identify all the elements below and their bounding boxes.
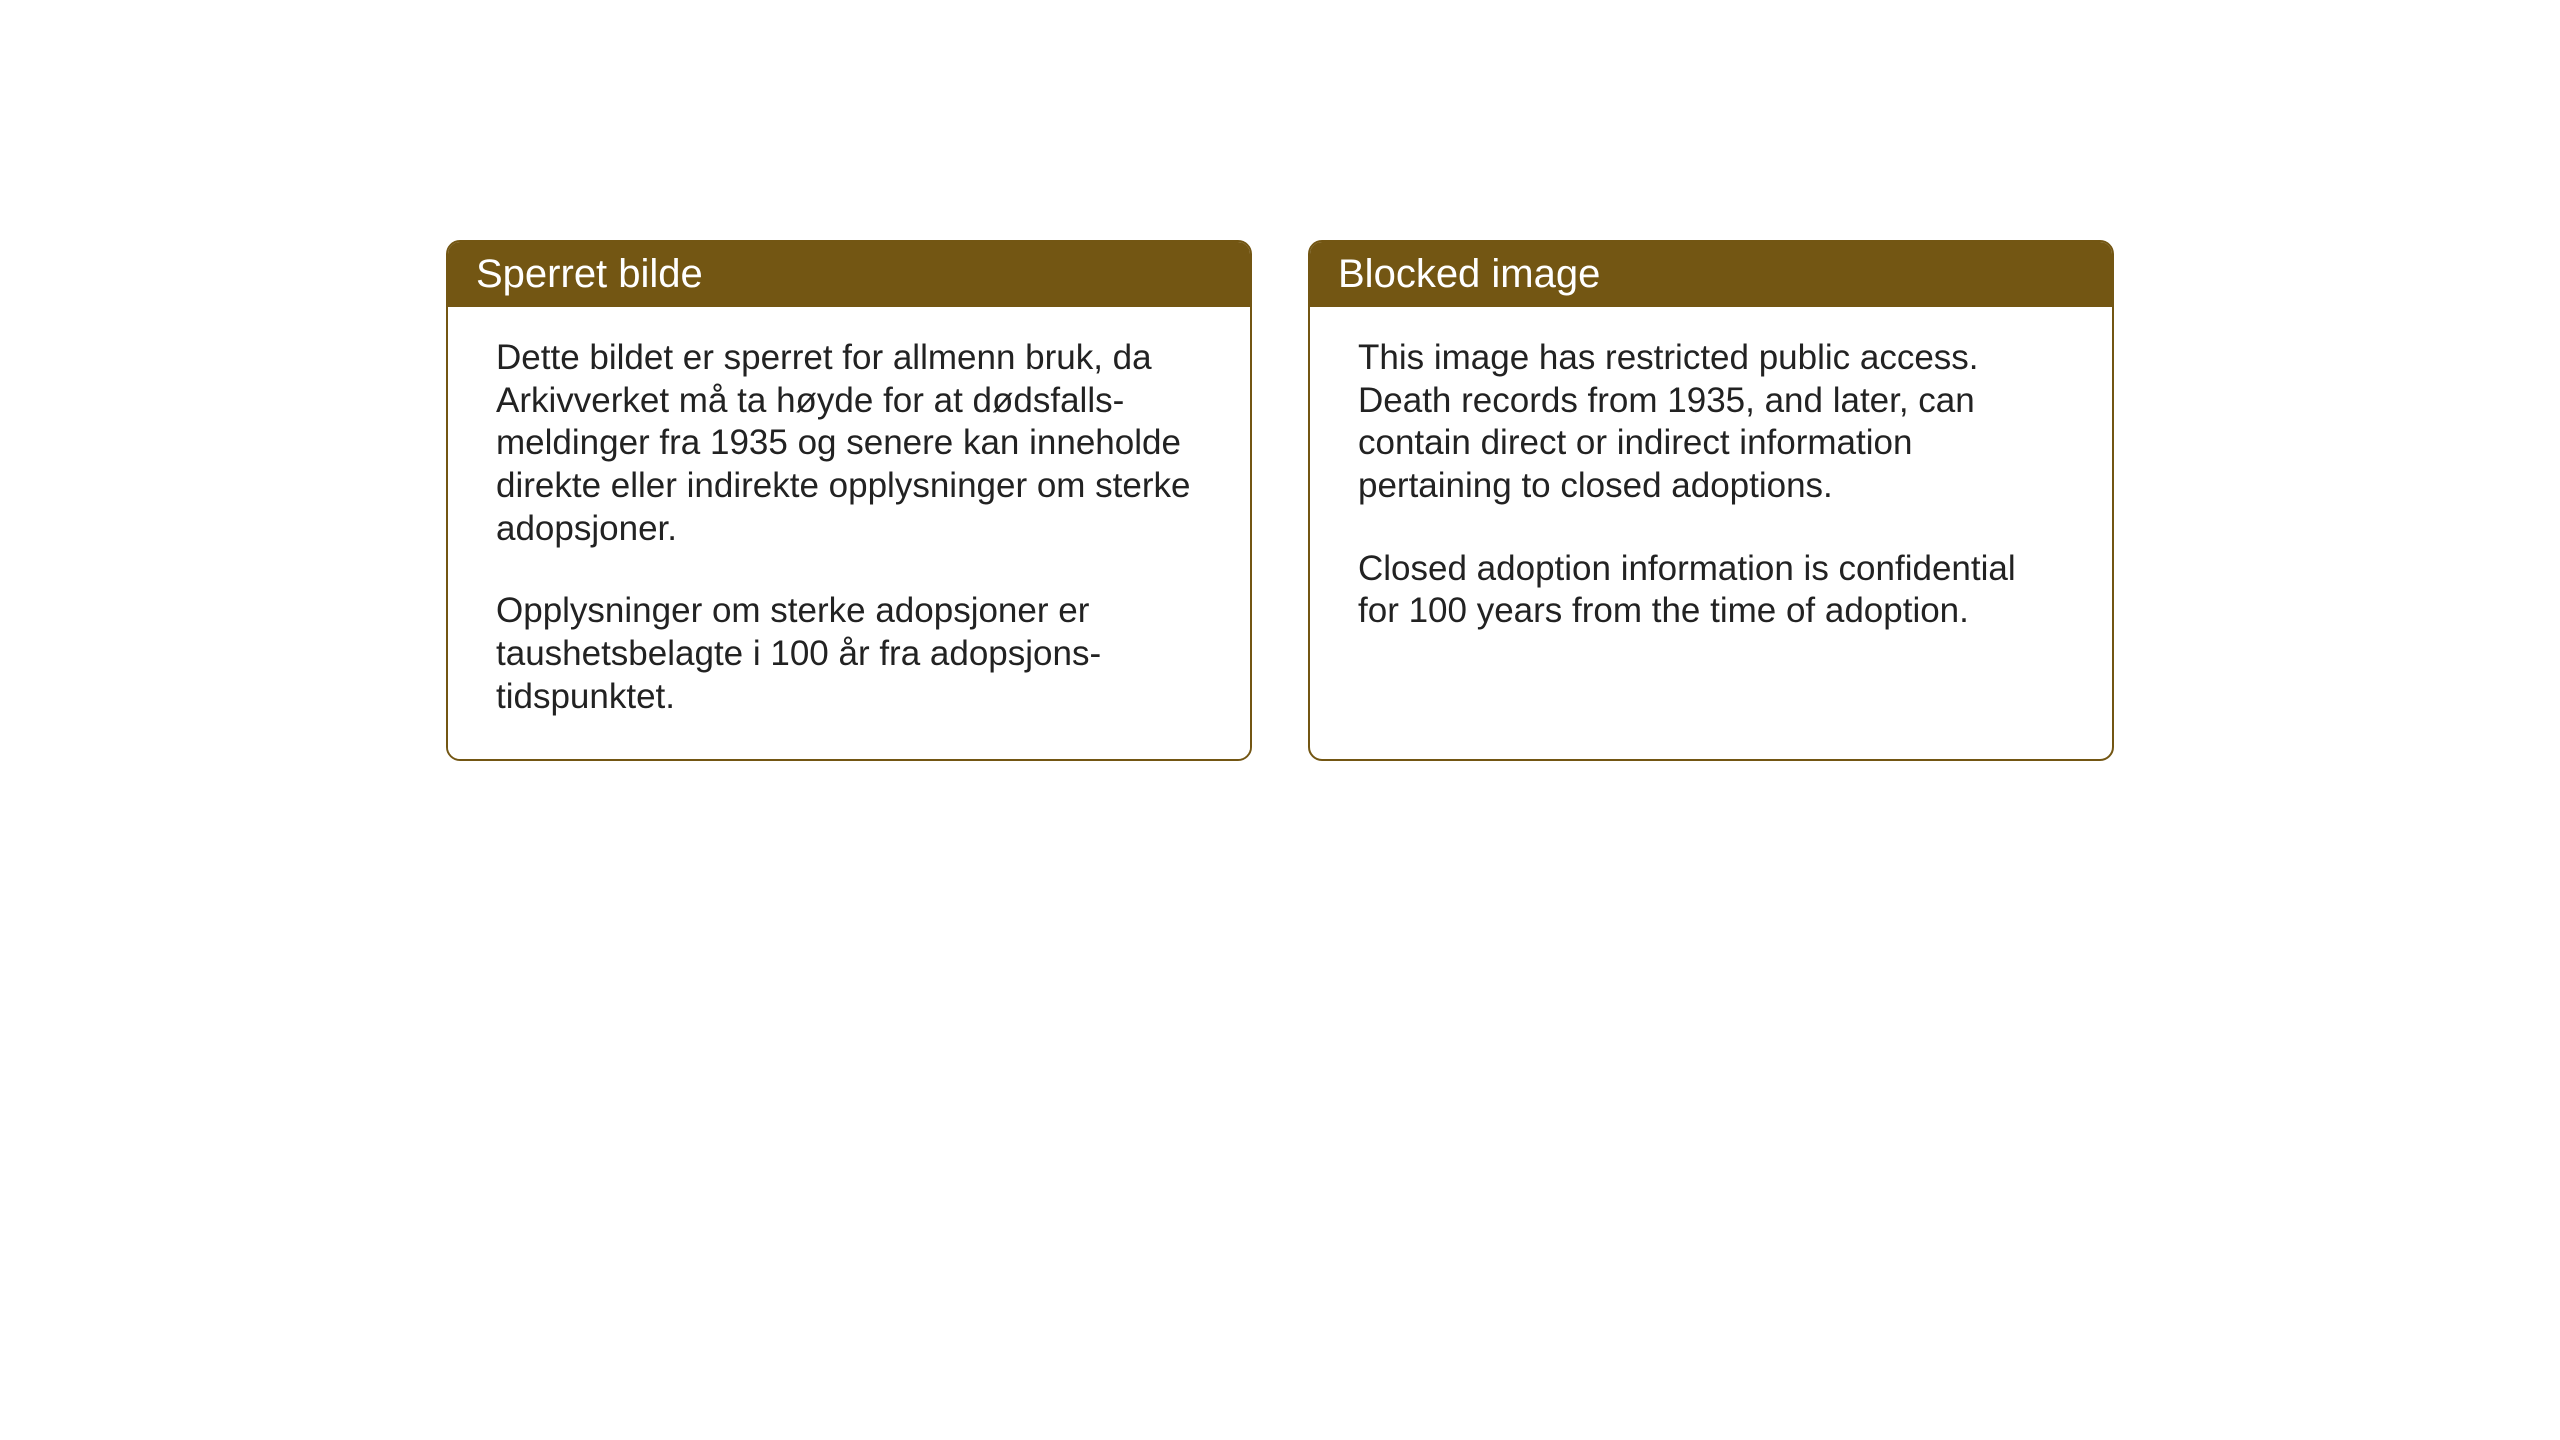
card-norwegian-paragraph2: Opplysninger om sterke adopsjoner er tau… xyxy=(496,590,1202,718)
card-norwegian-header: Sperret bilde xyxy=(448,242,1250,307)
card-norwegian: Sperret bilde Dette bildet er sperret fo… xyxy=(446,240,1252,761)
card-english: Blocked image This image has restricted … xyxy=(1308,240,2114,761)
card-norwegian-body: Dette bildet er sperret for allmenn bruk… xyxy=(448,307,1250,759)
card-english-paragraph2: Closed adoption information is confident… xyxy=(1358,548,2064,633)
card-english-body: This image has restricted public access.… xyxy=(1310,307,2112,747)
cards-container: Sperret bilde Dette bildet er sperret fo… xyxy=(446,240,2114,761)
card-norwegian-paragraph1: Dette bildet er sperret for allmenn bruk… xyxy=(496,337,1202,550)
card-english-header: Blocked image xyxy=(1310,242,2112,307)
card-english-paragraph1: This image has restricted public access.… xyxy=(1358,337,2064,508)
card-norwegian-title: Sperret bilde xyxy=(476,252,703,296)
card-english-title: Blocked image xyxy=(1338,252,1600,296)
